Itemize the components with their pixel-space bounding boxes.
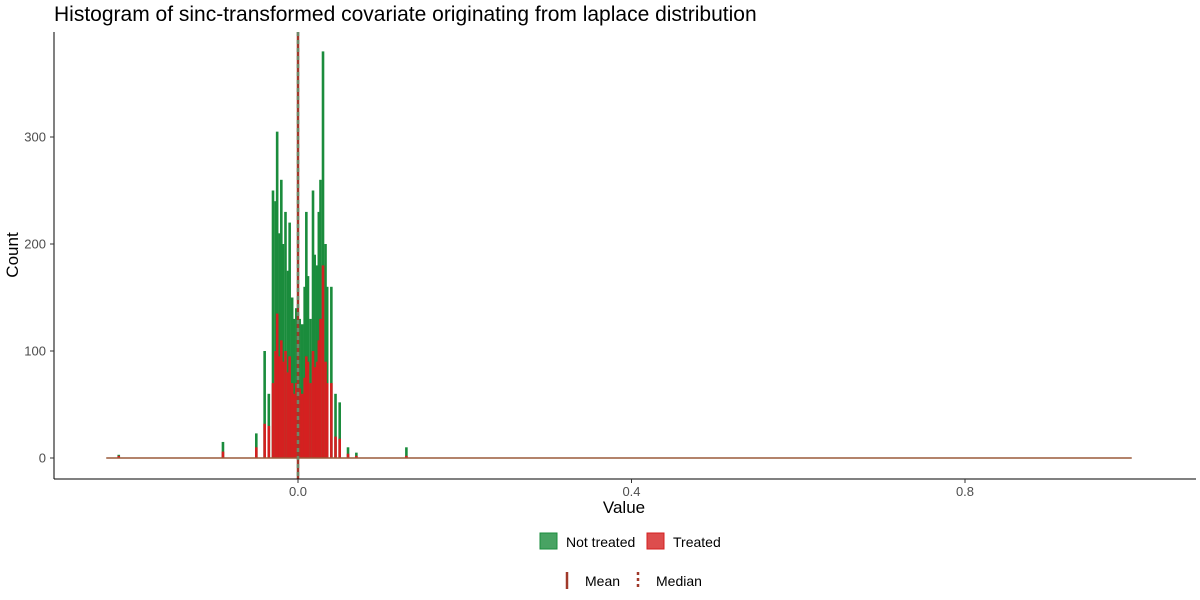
not-treated-bar [288, 222, 291, 458]
treated-bar [334, 436, 337, 458]
plot-area [106, 32, 1132, 479]
y-tick-label: 300 [24, 130, 46, 145]
fill-legend: Not treated Treated [539, 532, 721, 550]
not-treated-bar [286, 270, 290, 458]
treated-bar [319, 318, 322, 458]
not-treated-bar [290, 297, 294, 458]
x-tick-label: 0.4 [622, 484, 640, 499]
not-treated-bar [405, 447, 408, 458]
treated-bar [309, 383, 312, 458]
y-tick-label: 200 [24, 237, 46, 252]
not-treated-bar [255, 433, 258, 458]
not-treated-bar [271, 190, 275, 458]
treated-bar [311, 351, 315, 458]
treated-bar [346, 453, 350, 458]
legend-label-treated: Treated [673, 534, 721, 550]
treated-bar [281, 361, 285, 458]
not-treated-bar [280, 179, 283, 459]
treated-bar [338, 438, 341, 458]
legend-key-not-treated [539, 532, 558, 550]
not-treated-bar [300, 324, 304, 458]
treated-bar [255, 447, 258, 458]
treated-bar [271, 383, 275, 458]
not-treated-bar [338, 402, 341, 458]
treated-bar [267, 425, 271, 458]
treated-bar [288, 356, 291, 458]
y-tick-label: 100 [24, 344, 46, 359]
x-axis-ticks: 0.0 0.4 0.8 [289, 479, 974, 499]
treated-bar [324, 361, 327, 458]
treated-bar [284, 351, 287, 458]
treated-bar [303, 377, 306, 458]
treated-bar [221, 451, 225, 458]
x-tick-label: 0.0 [289, 484, 307, 499]
chart-title: Histogram of sinc-transformed covariate … [54, 3, 757, 26]
not-treated-bar [274, 201, 277, 458]
not-treated-bar [275, 131, 279, 458]
treated-bar [286, 372, 290, 458]
x-axis-title: Value [603, 498, 645, 517]
treated-bar [274, 351, 277, 458]
not-treated-bar [313, 254, 316, 458]
treated-bar [317, 340, 321, 458]
treated-bar [275, 313, 279, 458]
not-treated-bars [117, 51, 408, 459]
treated-bar [305, 356, 308, 458]
not-treated-bar [324, 244, 327, 458]
not-treated-bar [311, 190, 315, 458]
treated-bars [117, 265, 408, 458]
legend-label-mean: Mean [585, 573, 620, 589]
y-axis-ticks: 0 100 200 300 [24, 130, 54, 466]
treated-bar [298, 388, 301, 458]
not-treated-bar [278, 233, 281, 458]
legend-key-treated [646, 532, 665, 550]
treated-bar [278, 356, 281, 458]
y-axis-title: Count [3, 232, 22, 278]
not-treated-bar [221, 441, 225, 458]
not-treated-bar [303, 286, 306, 458]
treated-bar [325, 383, 329, 458]
not-treated-bar [334, 393, 337, 458]
treated-bar [295, 383, 298, 458]
treated-bar [292, 393, 296, 458]
y-tick-label: 0 [39, 451, 46, 466]
treated-bar [321, 265, 325, 458]
not-treated-bar [281, 244, 285, 458]
treated-bar [300, 393, 304, 458]
treated-bar [315, 361, 319, 458]
not-treated-bar [305, 211, 308, 458]
not-treated-bar [321, 51, 325, 459]
treated-bar [117, 455, 121, 458]
not-treated-bar [325, 286, 329, 458]
not-treated-bar [292, 318, 296, 458]
not-treated-bar [284, 211, 287, 458]
treated-bar [306, 361, 310, 458]
x-tick-label: 0.8 [956, 484, 974, 499]
not-treated-bar [355, 452, 358, 458]
not-treated-bar [346, 447, 350, 458]
line-legend: Mean Median [565, 572, 702, 589]
not-treated-bar [263, 351, 266, 458]
treated-bar [313, 367, 316, 458]
not-treated-bar [330, 286, 333, 458]
treated-bar [290, 383, 294, 458]
treated-bar [405, 455, 408, 458]
treated-bar [280, 340, 283, 458]
treated-bar [355, 455, 358, 458]
not-treated-bar [317, 211, 321, 458]
treated-bar [263, 423, 266, 458]
legend-label-median: Median [656, 573, 702, 589]
treated-bar [330, 383, 333, 458]
legend-label-not-treated: Not treated [566, 534, 635, 550]
